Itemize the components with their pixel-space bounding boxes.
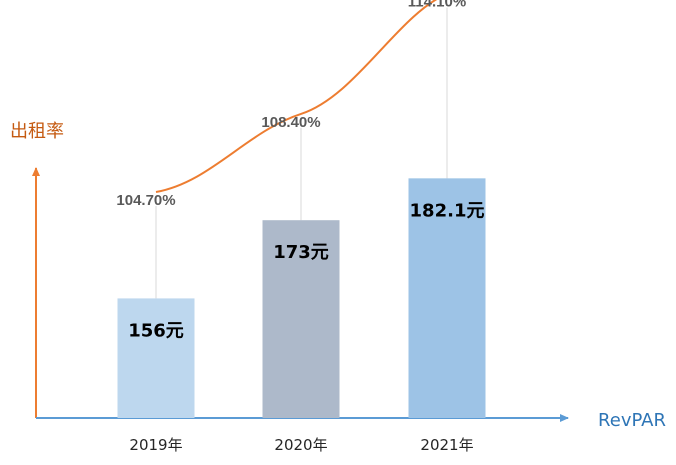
category-label-1: 2019年 [129, 436, 182, 454]
category-labels: 2019年 2020年 2021年 [129, 436, 473, 454]
leader-lines [155, 7, 448, 299]
x-axis-title: RevPAR [598, 410, 666, 431]
bar-value-label-3: 182.1元 [410, 200, 485, 221]
bar-value-label-1: 156元 [128, 320, 184, 341]
bars: 156元 173元 182.1元 [117, 178, 486, 418]
bar-3 [408, 178, 486, 418]
category-label-2: 2020年 [274, 436, 327, 454]
y-axis-title: 出租率 [10, 121, 64, 142]
rate-value-label-3: 114.10% [408, 0, 466, 11]
bar-value-label-2: 173元 [273, 242, 329, 263]
rate-value-label-2: 108.40% [261, 114, 320, 131]
category-label-3: 2021年 [420, 436, 473, 454]
bar-1 [117, 298, 195, 418]
rate-value-label-1: 104.70% [116, 192, 175, 209]
rate-labels: 104.70% 108.40% 114.10% [116, 0, 466, 209]
rate-line [155, 0, 438, 193]
bar-2 [262, 220, 340, 418]
